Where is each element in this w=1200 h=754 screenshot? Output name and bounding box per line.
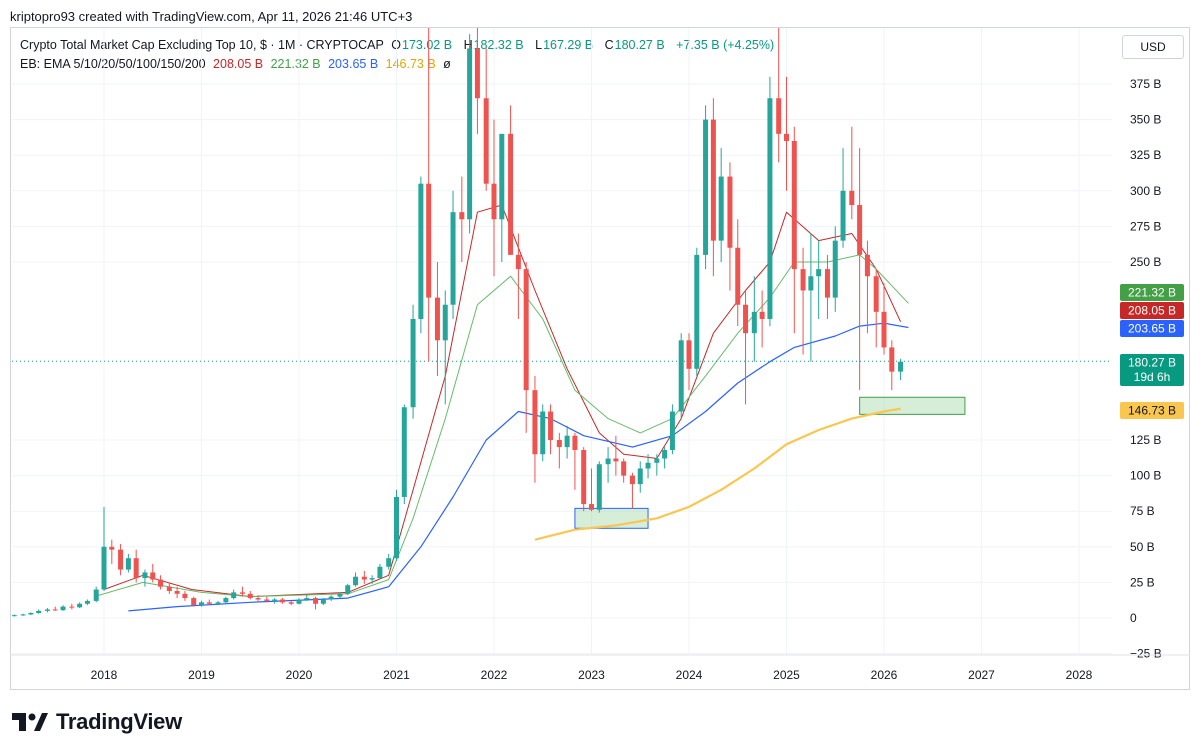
- attribution-text: kriptopro93 created with TradingView.com…: [10, 9, 413, 24]
- symbol-title[interactable]: Crypto Total Market Cap Excluding Top 10…: [20, 38, 384, 52]
- tradingview-logo-icon: [12, 713, 48, 731]
- low-label: L167.29 B: [535, 38, 594, 52]
- open-value: 173.02 B: [402, 38, 453, 52]
- close-value: 180.27 B: [614, 38, 665, 52]
- ema-value-red: 208.05 B: [213, 57, 264, 71]
- high-value: 182.32 B: [473, 38, 524, 52]
- ema-tail: ø: [443, 57, 451, 71]
- open-label: O173.02 B: [391, 38, 453, 52]
- brand-logo[interactable]: TradingView: [12, 709, 182, 735]
- brand-text: TradingView: [56, 709, 182, 734]
- candle-body: [4, 616, 9, 617]
- low-value: 167.29 B: [543, 38, 594, 52]
- currency-button[interactable]: USD: [1122, 35, 1184, 59]
- high-label: H182.32 B: [463, 38, 524, 52]
- ema-value-yellow: 146.73 B: [385, 57, 436, 71]
- close-label: C180.27 B: [604, 38, 665, 52]
- ema-value-blue: 203.65 B: [328, 57, 379, 71]
- legend-row-ohlc: Crypto Total Market Cap Excluding Top 10…: [20, 38, 778, 52]
- legend-row-ema: EB: EMA 5/10/20/50/100/150/200 208.05 B …: [20, 57, 455, 71]
- ema-value-green: 221.32 B: [270, 57, 321, 71]
- chart-frame[interactable]: [10, 27, 1190, 690]
- ema-label[interactable]: EB: EMA 5/10/20/50/100/150/200: [20, 57, 206, 71]
- change-value: +7.35 B (+4.25%): [676, 38, 775, 52]
